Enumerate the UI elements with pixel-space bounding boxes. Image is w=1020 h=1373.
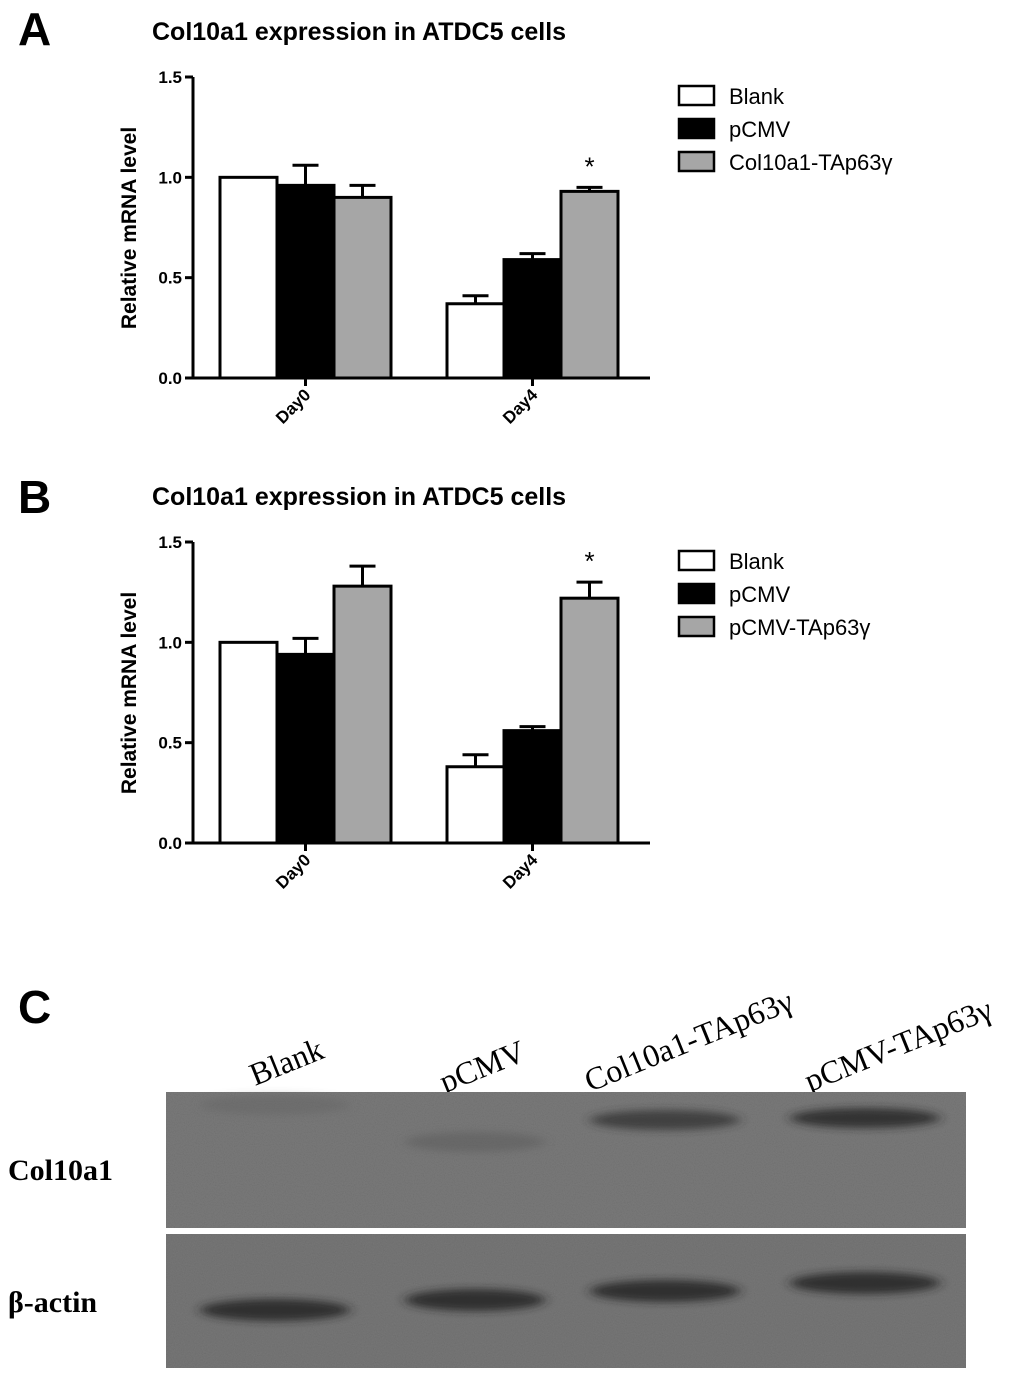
- chart-title: Col10a1 expression in ATDC5 cells: [152, 483, 566, 511]
- panel-label-b: B: [18, 471, 52, 523]
- bar-pcmv-day4: [502, 729, 563, 845]
- blot-band-col10a1-lane-1: [200, 1095, 350, 1115]
- legend-swatch: [677, 615, 716, 638]
- legend-label: pCMV: [729, 117, 790, 142]
- bar-blank-day4: [445, 302, 506, 380]
- row-label-col10a1: Col10a1: [8, 1154, 113, 1187]
- blot-strip-col10a1: [166, 1092, 966, 1228]
- legend-label: pCMV: [729, 582, 790, 607]
- legend-label: Blank: [729, 549, 785, 574]
- panel-label-c: C: [18, 981, 52, 1033]
- legend-swatch: [677, 549, 716, 572]
- x-tick-label-day4: Day4: [499, 850, 542, 893]
- y-tick-label: 0.0: [158, 369, 182, 388]
- panel-label-a: A: [18, 3, 52, 55]
- y-tick-label: 0.5: [158, 734, 182, 753]
- bar-pcmv-day0: [275, 183, 336, 380]
- blot-band-col10a1-lane-3: [590, 1110, 740, 1130]
- legend-label: Col10a1-TAp63γ: [729, 150, 892, 175]
- row-label-beta-actin: β-actin: [8, 1286, 97, 1319]
- bar-pcmv-day4: [502, 258, 563, 380]
- significance-star: *: [584, 546, 594, 576]
- blot-band-beta-actin-lane-1: [200, 1299, 350, 1321]
- blot-band-col10a1-lane-4: [790, 1108, 940, 1128]
- bar-blank-day0: [218, 640, 279, 845]
- legend-label: Blank: [729, 84, 785, 109]
- bar-chart-a: Col10a1 expression in ATDC5 cells Relativ…: [118, 18, 892, 428]
- significance-star: *: [584, 151, 594, 181]
- legend-swatch: [677, 150, 716, 173]
- y-tick-label: 1.5: [158, 68, 182, 87]
- x-tick-label-day0: Day0: [272, 385, 314, 427]
- legend-swatch: [677, 117, 716, 140]
- western-blot-figure: Blank pCMV Col10a1-TAp63γ pCMV-TAp63γ Co…: [8, 982, 997, 1368]
- bar-blank-day4: [445, 765, 506, 845]
- lane-label-blank: Blank: [244, 1030, 328, 1092]
- bar-col10a1-tap63--day0: [332, 195, 393, 380]
- x-tick-label-day4: Day4: [499, 385, 542, 428]
- y-tick-label: 0.0: [158, 834, 182, 853]
- y-tick-label: 0.5: [158, 269, 182, 288]
- y-axis-label: Relative mRNA level: [118, 127, 141, 329]
- y-tick-label: 1.5: [158, 533, 182, 552]
- y-axis-label: Relative mRNA level: [118, 592, 141, 794]
- y-tick-label: 1.0: [158, 168, 182, 187]
- blot-strip-beta-actin: [166, 1234, 966, 1368]
- legend-swatch: [677, 582, 716, 605]
- legend-swatch: [677, 84, 716, 107]
- legend-label: pCMV-TAp63γ: [729, 615, 870, 640]
- blot-band-beta-actin-lane-2: [405, 1289, 545, 1311]
- blot-band-col10a1-lane-2: [405, 1132, 545, 1152]
- blot-band-beta-actin-lane-3: [590, 1280, 740, 1302]
- bar-pcmv-day0: [275, 652, 336, 845]
- lane-label-pcmv: pCMV: [434, 1033, 530, 1100]
- bar-blank-day0: [218, 175, 279, 380]
- lane-label-pcmv-tap63g: pCMV-TAp63γ: [799, 991, 997, 1099]
- bar-pcmv-tap63--day4: [559, 596, 620, 845]
- blot-band-beta-actin-lane-4: [790, 1272, 940, 1294]
- bar-pcmv-tap63--day0: [332, 584, 393, 845]
- chart-title: Col10a1 expression in ATDC5 cells: [152, 18, 566, 46]
- bar-chart-b: Col10a1 expression in ATDC5 cells Relativ…: [118, 483, 870, 893]
- x-tick-label-day0: Day0: [272, 850, 314, 892]
- lane-label-col10a1-tap63g: Col10a1-TAp63γ: [579, 982, 798, 1098]
- bar-col10a1-tap63--day4: [559, 189, 620, 380]
- y-tick-label: 1.0: [158, 633, 182, 652]
